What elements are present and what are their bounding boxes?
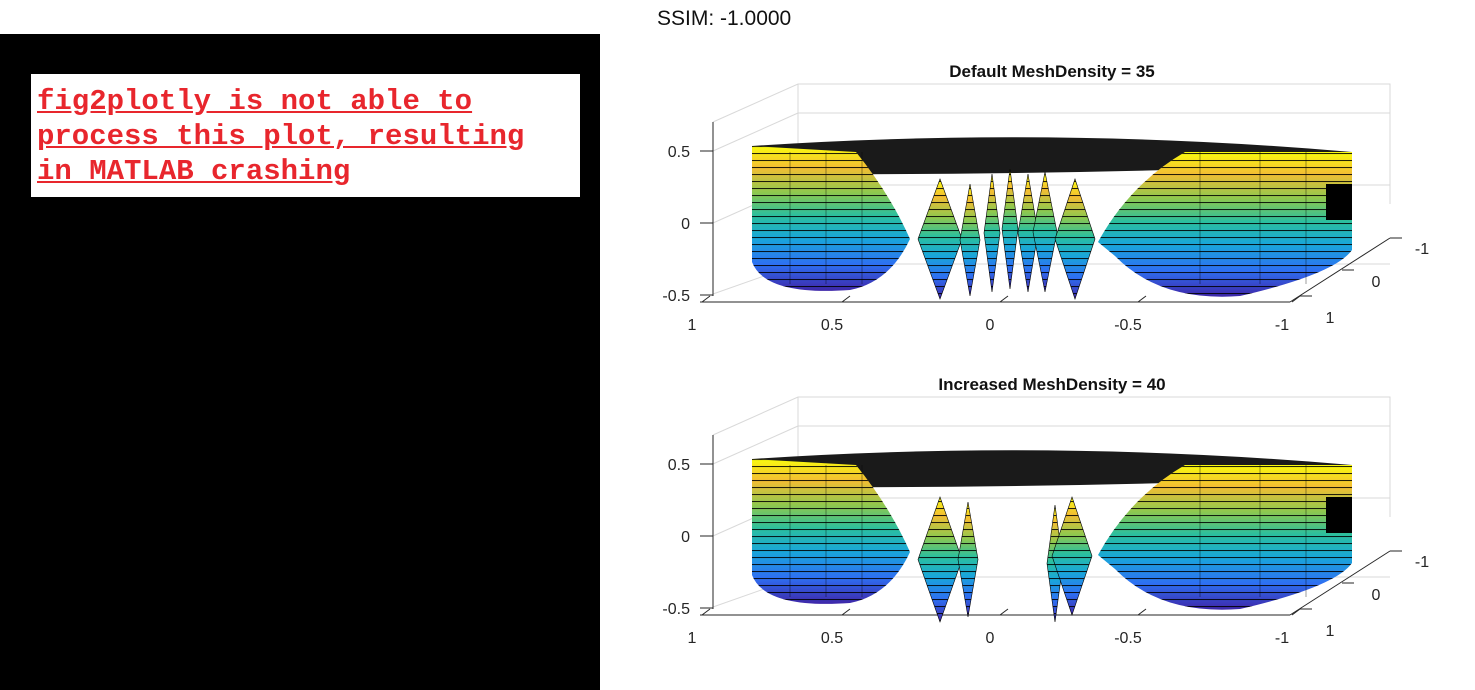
x-tick bbox=[1137, 295, 1147, 303]
y-tick-label: 0 bbox=[1372, 587, 1381, 604]
x-tick-label: -0.5 bbox=[1114, 630, 1142, 647]
surface-mesh bbox=[752, 137, 1352, 300]
surface-right-lobe-mesh bbox=[1098, 152, 1352, 297]
y-tick-label: 1 bbox=[1326, 623, 1335, 640]
subplot-bottom: Increased MeshDensity = 40 0.5 0 -0.5 1 0.5 0 -… bbox=[662, 375, 1429, 647]
x-tick-label: -1 bbox=[1275, 630, 1289, 647]
x-tick bbox=[701, 295, 711, 303]
subplot-title: Default MeshDensity = 35 bbox=[949, 62, 1155, 81]
x-tick-label: 0.5 bbox=[821, 317, 843, 334]
x-tick-label: 0 bbox=[986, 630, 995, 647]
y-axis-line bbox=[1289, 237, 1391, 303]
surface-spike-mesh bbox=[1032, 171, 1058, 293]
error-panel: fig2plotly is not able to process this p… bbox=[0, 34, 600, 690]
surface-spike-mesh bbox=[1054, 178, 1096, 300]
surface-spike-mesh bbox=[1017, 173, 1039, 293]
surface-dark-patch bbox=[1326, 184, 1352, 220]
y-tick-label: 1 bbox=[1326, 310, 1335, 327]
x-tick bbox=[999, 295, 1009, 303]
x-tick bbox=[841, 295, 851, 303]
surface-spike-mesh bbox=[983, 173, 1001, 293]
x-tick bbox=[701, 608, 711, 616]
surface-spike-mesh bbox=[959, 183, 981, 297]
z-tick-label: -0.5 bbox=[662, 601, 690, 618]
z-grid-line bbox=[712, 112, 799, 152]
z-tick-label: 0 bbox=[681, 529, 690, 546]
x-tick-label: 0.5 bbox=[821, 630, 843, 647]
y-tick-label: -1 bbox=[1415, 241, 1429, 258]
z-tick-label: 0 bbox=[681, 216, 690, 233]
x-tick-label: -0.5 bbox=[1114, 317, 1142, 334]
y-tick-label: -1 bbox=[1415, 554, 1429, 571]
subplot-top: Default MeshDensity = 35 0.5 0 -0.5 1 0.5 0 -0.… bbox=[662, 62, 1429, 334]
y-axis-line bbox=[1289, 550, 1391, 616]
y-tick-label: 0 bbox=[1372, 274, 1381, 291]
surface-spike-mesh bbox=[917, 496, 963, 623]
x-tick-label: 0 bbox=[986, 317, 995, 334]
z-grid-line bbox=[712, 425, 799, 465]
error-message-box: fig2plotly is not able to process this p… bbox=[31, 74, 580, 197]
x-tick bbox=[841, 608, 851, 616]
x-tick bbox=[1137, 608, 1147, 616]
surface-left-lobe-mesh bbox=[752, 146, 910, 291]
back-grid-frame bbox=[712, 83, 1391, 204]
surface-spike-mesh bbox=[917, 178, 963, 300]
back-grid-frame bbox=[712, 396, 1391, 517]
x-tick bbox=[999, 608, 1009, 616]
error-message: fig2plotly is not able to process this p… bbox=[37, 85, 525, 188]
surface-right-lobe-mesh bbox=[1098, 465, 1352, 610]
x-tick-label: -1 bbox=[1275, 317, 1289, 334]
z-tick-label: 0.5 bbox=[668, 457, 690, 474]
surface-dark-patch bbox=[1326, 497, 1352, 533]
z-tick-label: -0.5 bbox=[662, 288, 690, 305]
surface-spike-mesh bbox=[957, 501, 979, 618]
z-tick-label: 0.5 bbox=[668, 144, 690, 161]
figure-area: Default MeshDensity = 35 0.5 0 -0.5 1 0.5 0 -0.… bbox=[662, 62, 1429, 647]
surface-mesh bbox=[752, 450, 1352, 623]
ssim-score: SSIM: -1.0000 bbox=[657, 7, 792, 30]
x-tick-label: 1 bbox=[688, 317, 697, 334]
surface-spike-mesh bbox=[1001, 168, 1019, 290]
x-tick-label: 1 bbox=[688, 630, 697, 647]
surface-spike-mesh bbox=[1051, 496, 1093, 616]
surface-left-lobe-mesh bbox=[752, 459, 910, 604]
subplot-title: Increased MeshDensity = 40 bbox=[938, 375, 1165, 394]
